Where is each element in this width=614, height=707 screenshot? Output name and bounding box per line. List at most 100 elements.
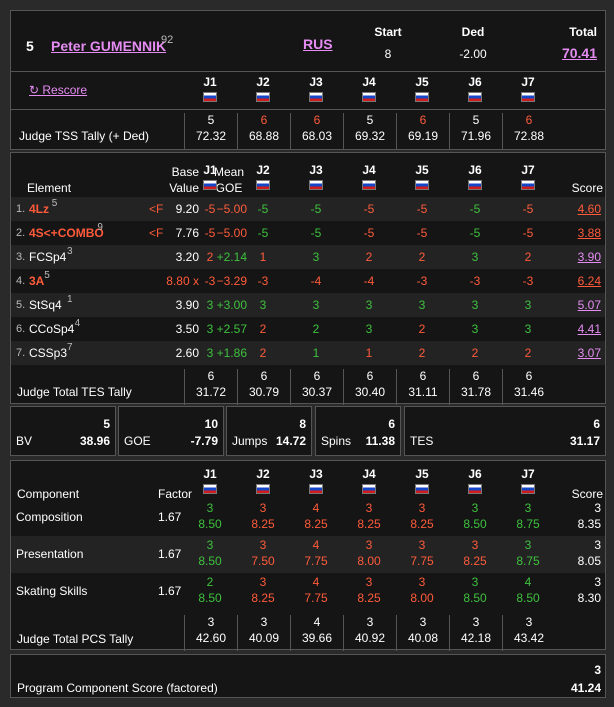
summary-value: 11.38 [365, 434, 395, 448]
element-score-link[interactable]: 3.88 [577, 226, 601, 240]
pcs_tally-rank: 3 [366, 615, 374, 629]
pcs-factored-panel: Program Component Score (factored) 3 41.… [10, 654, 606, 698]
pcs-judge-label: J6 [468, 467, 482, 481]
russia-flag-icon [468, 180, 482, 190]
element-mean-goe: +1.86 [216, 346, 247, 360]
tss-rank: 5 [472, 113, 480, 127]
summary-value: -7.79 [190, 434, 218, 448]
russia-flag-icon [521, 180, 535, 190]
pcs_tally-value: 43.42 [513, 631, 545, 645]
pcs_tally-value: 40.08 [407, 631, 439, 645]
pcs_tally-rank: 3 [260, 615, 268, 629]
el-judge-label: J4 [362, 163, 376, 177]
component-judge-rank: 3 [524, 538, 532, 552]
component-judge-mark: 8.25 [251, 591, 275, 605]
element-score-link[interactable]: 5.07 [577, 298, 601, 312]
nation-link[interactable]: RUS [303, 36, 333, 52]
judge-goe-mark: -5 [363, 226, 375, 240]
component-judge-mark: 8.00 [410, 591, 434, 605]
russia-flag-icon [415, 484, 429, 494]
component-judge-rank: 3 [471, 575, 479, 589]
judge-goe-mark: -3 [469, 274, 481, 288]
judge-goe-mark: 2 [312, 322, 320, 336]
tes_tally-value: 31.72 [195, 385, 227, 399]
element-row: 6. CCoSp4 4 3.50 +2.57 3 2 2 3 2 3 3 4.41 [11, 317, 605, 341]
tss-rank: 6 [260, 113, 268, 127]
tss-rank: 5 [366, 113, 374, 127]
pcs-score-col-header: Score [571, 487, 603, 501]
tss-label: Judge TSS Tally (+ Ded) [19, 129, 149, 143]
pcs-judge-label: J2 [256, 467, 270, 481]
tss-value: 69.19 [407, 129, 439, 143]
tes_tally-rank: 6 [472, 369, 480, 383]
component-judge-rank: 3 [418, 538, 426, 552]
judge-goe-mark: -3 [522, 274, 534, 288]
el-judge-label: J2 [256, 163, 270, 177]
pcs_tally-rank: 3 [525, 615, 533, 629]
element-number: 7. [16, 347, 26, 359]
el-judge-label: J1 [203, 163, 217, 177]
component-name: Skating Skills [16, 584, 88, 598]
skater-name-link[interactable]: Peter GUMENNIK [51, 38, 167, 54]
russia-flag-icon [415, 180, 429, 190]
tes_tally-cell: 6 31.46 [502, 369, 555, 405]
tes_tally-rank: 6 [207, 369, 215, 383]
component-judge-mark: 8.50 [516, 591, 540, 605]
tes_tally-value: 30.40 [354, 385, 386, 399]
pcs-judge-label: J5 [415, 467, 429, 481]
element-number: 6. [16, 323, 26, 335]
element-name: 4Lz [29, 202, 50, 216]
pcs_tally-rank: 3 [419, 615, 427, 629]
element-score-link[interactable]: 3.07 [577, 346, 601, 360]
judge-goe-mark: 3 [471, 322, 479, 336]
element-mean-goe: +2.57 [216, 322, 247, 336]
rescore-link[interactable]: ↻ Rescore [29, 83, 88, 97]
element-score-link[interactable]: 4.41 [577, 322, 601, 336]
component-judge-rank: 4 [312, 501, 320, 515]
judge-goe-mark: -3 [257, 274, 269, 288]
element-name: CSSp3 [29, 346, 68, 360]
start-label: Start [374, 25, 402, 39]
component-judge-rank: 4 [312, 575, 320, 589]
score-col-header: Score [571, 181, 603, 195]
element-mean-goe: +3.00 [216, 298, 247, 312]
pcs_tally-value: 39.66 [301, 631, 333, 645]
skater-name-sup: 92 [161, 34, 174, 46]
tes_tally-cell: 6 30.40 [343, 369, 396, 405]
total-link[interactable]: 70.41 [561, 45, 597, 61]
component-judge-rank: 4 [312, 538, 320, 552]
element-sup: 1 [67, 294, 73, 305]
element-name: FCSp4 [29, 250, 67, 264]
el-judge-label: J7 [521, 163, 535, 177]
pcs_tally-value: 40.09 [248, 631, 280, 645]
component-judge-mark: 8.25 [410, 517, 434, 531]
summary-rank: 6 [388, 417, 395, 431]
component-judge-mark: 8.50 [198, 517, 222, 531]
tss-value: 71.96 [460, 129, 492, 143]
element-score-link[interactable]: 6.24 [577, 274, 601, 288]
pcs-factored-rank: 3 [594, 663, 601, 677]
judge-goe-mark: -5 [204, 226, 216, 240]
component-judge-mark: 8.50 [463, 517, 487, 531]
tss-judge-label: J4 [362, 75, 376, 89]
judge-goe-mark: 3 [206, 298, 214, 312]
pcs-factored-value: 41.24 [570, 681, 601, 695]
summary-label: BV [16, 434, 33, 448]
component-judge-rank: 3 [259, 575, 267, 589]
skater-rank: 5 [26, 38, 34, 54]
summary-tes-box: 6 TES 31.17 [404, 406, 606, 456]
tes_tally-value: 31.46 [513, 385, 545, 399]
russia-flag-icon [468, 484, 482, 494]
tss-cell: 5 72.32 [184, 113, 237, 149]
russia-flag-icon [415, 92, 429, 102]
judge-goe-mark: 3 [206, 322, 214, 336]
tss-rank: 6 [419, 113, 427, 127]
element-number: 4. [16, 275, 26, 287]
component-judge-mark: 8.25 [304, 517, 328, 531]
component-judge-rank: 3 [206, 538, 214, 552]
element-base-value: 3.90 [175, 298, 199, 312]
element-score-link[interactable]: 4.60 [577, 202, 601, 216]
judge-goe-mark: -5 [469, 202, 481, 216]
element-score-link[interactable]: 3.90 [577, 250, 601, 264]
judge-goe-mark: -4 [310, 274, 322, 288]
